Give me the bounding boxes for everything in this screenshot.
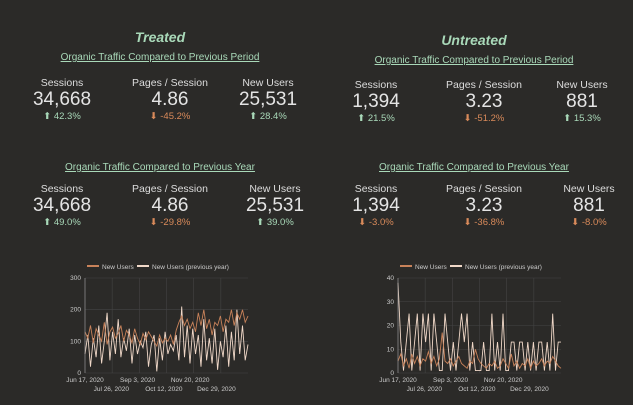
x-tick-label: Oct 12, 2020 (458, 386, 496, 393)
series-line (397, 332, 562, 370)
scorecard: New Users 881 ⬇ -8.0% (539, 183, 633, 228)
legend-label: New Users (415, 264, 448, 271)
metric-label: New Users (556, 79, 608, 91)
arrow-down-icon: ⬇ (463, 217, 472, 228)
y-tick-label: 0 (77, 370, 81, 377)
metric-label: Sessions (40, 77, 84, 89)
metric-value: 1,394 (352, 195, 400, 216)
metric-value: 1,394 (352, 91, 400, 112)
metric-label: New Users (242, 77, 294, 89)
metric-label: Sessions (354, 183, 398, 195)
x-tick-label: Dec 29, 2020 (197, 386, 236, 393)
arrow-up-icon: ⬆ (43, 217, 52, 228)
metric-value: 3.23 (465, 195, 503, 216)
y-tick-label: 20 (387, 323, 395, 330)
metric-change: ⬆ 42.3% (43, 111, 81, 122)
metric-label: New Users (249, 183, 301, 195)
metric-label: Sessions (40, 183, 84, 195)
metric-change: ⬇ -3.0% (358, 217, 394, 228)
metric-value: 4.86 (151, 195, 189, 216)
legend-label: New Users (previous year) (152, 264, 229, 271)
arrow-down-icon: ⬇ (463, 113, 472, 124)
x-tick-label: Nov 20, 2020 (171, 377, 210, 384)
scorecard: New Users 25,531 ⬆ 28.4% (218, 77, 318, 122)
y-tick-label: 40 (387, 275, 395, 282)
metric-change: ⬆ 28.4% (249, 111, 287, 122)
series-line (84, 309, 249, 348)
metric-label: Sessions (354, 79, 398, 91)
scorecard: Pages / Session 3.23 ⬇ -36.8% (434, 183, 534, 228)
metric-value: 4.86 (151, 89, 189, 110)
x-tick-label: Jul 26, 2020 (94, 386, 130, 393)
x-tick-label: Jun 17, 2020 (66, 377, 104, 384)
metric-change: ⬇ -8.0% (571, 217, 607, 228)
section-link[interactable]: Organic Traffic Compared to Previous Yea… (65, 162, 255, 173)
scorecard: New Users 881 ⬆ 15.3% (532, 79, 632, 124)
x-tick-label: Nov 20, 2020 (484, 377, 523, 384)
scorecard: Sessions 1,394 ⬆ 21.5% (326, 79, 426, 124)
y-tick-label: 0 (390, 370, 394, 377)
metric-label: Pages / Session (446, 183, 522, 195)
arrow-up-icon: ⬆ (256, 217, 265, 228)
arrow-down-icon: ⬇ (358, 217, 367, 228)
metric-value: 881 (566, 91, 598, 112)
y-tick-label: 200 (70, 307, 81, 314)
metric-value: 25,531 (238, 89, 298, 110)
scorecard: Sessions 34,668 ⬆ 42.3% (12, 77, 112, 122)
metric-value: 25,531 (245, 195, 305, 216)
panel-title: Treated (134, 29, 186, 45)
y-tick-label: 300 (70, 275, 81, 282)
scorecard: Pages / Session 3.23 ⬇ -51.2% (434, 79, 534, 124)
x-tick-label: Sep 3, 2020 (120, 377, 155, 384)
metric-change: ⬆ 49.0% (43, 217, 81, 228)
scorecard: Pages / Session 4.86 ⬇ -45.2% (120, 77, 220, 122)
scorecard: New Users 25,531 ⬆ 39.0% (225, 183, 325, 228)
x-tick-label: Jul 26, 2020 (407, 386, 443, 393)
arrow-up-icon: ⬆ (249, 111, 258, 122)
section-link[interactable]: Organic Traffic Compared to Previous Per… (60, 52, 260, 63)
metric-value: 881 (573, 195, 605, 216)
scorecard: Pages / Session 4.86 ⬇ -29.8% (120, 183, 220, 228)
arrow-down-icon: ⬇ (571, 217, 580, 228)
metric-label: New Users (563, 183, 615, 195)
series-line (397, 282, 561, 372)
arrow-up-icon: ⬆ (563, 113, 572, 124)
scorecard: Sessions 1,394 ⬇ -3.0% (326, 183, 426, 228)
arrow-up-icon: ⬆ (357, 113, 366, 124)
y-tick-label: 100 (70, 338, 81, 345)
metric-change: ⬆ 21.5% (357, 113, 395, 124)
metric-change: ⬆ 15.3% (563, 113, 601, 124)
scorecard: Sessions 34,668 ⬆ 49.0% (12, 183, 112, 228)
y-tick-label: 10 (387, 346, 395, 353)
x-tick-label: Dec 29, 2020 (510, 386, 549, 393)
legend-label: New Users (102, 264, 135, 271)
x-tick-label: Jun 17, 2020 (379, 377, 417, 384)
metric-change: ⬇ -29.8% (149, 217, 191, 228)
metric-label: Pages / Session (132, 77, 208, 89)
metric-change: ⬇ -36.8% (463, 217, 505, 228)
metric-value: 34,668 (32, 195, 92, 216)
metric-label: Pages / Session (446, 79, 522, 91)
metric-change: ⬆ 39.0% (256, 217, 294, 228)
arrow-up-icon: ⬆ (43, 111, 52, 122)
arrow-down-icon: ⬇ (149, 217, 158, 228)
metric-change: ⬇ -51.2% (463, 113, 505, 124)
metric-value: 3.23 (465, 91, 503, 112)
line-chart: New Users New Users (previous year) 0 100 20… (66, 264, 249, 393)
arrow-down-icon: ⬇ (149, 111, 158, 122)
section-link[interactable]: Organic Traffic Compared to Previous Per… (374, 55, 574, 66)
x-tick-label: Oct 12, 2020 (145, 386, 183, 393)
y-tick-label: 30 (387, 299, 395, 306)
metric-value: 34,668 (32, 89, 92, 110)
panel-title: Untreated (441, 32, 507, 48)
series-line (84, 306, 249, 372)
line-chart: New Users New Users (previous year) 0 10 20 3… (379, 264, 562, 393)
x-tick-label: Sep 3, 2020 (433, 377, 468, 384)
legend-label: New Users (previous year) (465, 264, 542, 271)
section-link[interactable]: Organic Traffic Compared to Previous Yea… (379, 162, 569, 173)
metric-change: ⬇ -45.2% (149, 111, 191, 122)
metric-label: Pages / Session (132, 183, 208, 195)
